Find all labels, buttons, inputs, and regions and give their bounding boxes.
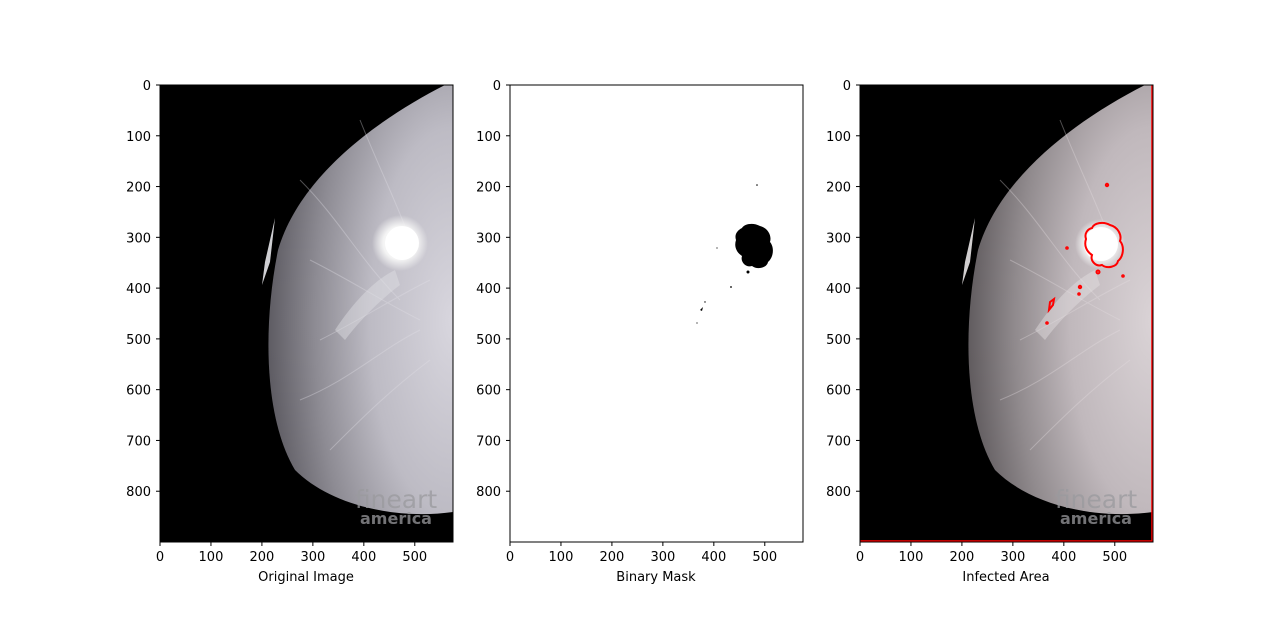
y-tick-label: 0 bbox=[843, 79, 851, 94]
x-axis: 0 100 200 300 400 500 bbox=[506, 542, 777, 565]
y-tick-label: 500 bbox=[476, 333, 501, 348]
x-axis: 0 100 200 300 400 500 bbox=[156, 542, 427, 565]
y-tick-label: 600 bbox=[126, 384, 151, 399]
x-tick-label: 400 bbox=[701, 550, 726, 565]
x-tick-label: 400 bbox=[1051, 550, 1076, 565]
y-tick-label: 700 bbox=[476, 434, 501, 449]
x-axis: 0 100 200 300 400 500 bbox=[856, 542, 1127, 565]
red-border-edge bbox=[860, 85, 1153, 542]
y-tick-label: 100 bbox=[126, 130, 151, 145]
y-tick-label: 300 bbox=[476, 231, 501, 246]
x-tick-label: 300 bbox=[300, 550, 325, 565]
y-tick-label: 200 bbox=[476, 181, 501, 196]
breast-tissue bbox=[268, 85, 453, 515]
y-tick-label: 0 bbox=[493, 79, 501, 94]
infected-area-image bbox=[860, 85, 1153, 542]
panel-infected-area: fineart america 0 100 200 300 400 500 600 700 80… bbox=[826, 79, 1154, 585]
x-tick-label: 300 bbox=[1000, 550, 1025, 565]
watermark-america: america bbox=[360, 509, 432, 528]
x-tick-label: 100 bbox=[199, 550, 224, 565]
y-tick-label: 500 bbox=[826, 333, 851, 348]
x-tick-label: 100 bbox=[549, 550, 574, 565]
x-axis-label: Infected Area bbox=[962, 570, 1049, 585]
y-tick-label: 600 bbox=[826, 384, 851, 399]
mass-contour bbox=[1084, 221, 1124, 269]
watermark-fineart: fineart bbox=[355, 485, 438, 514]
y-tick-label: 600 bbox=[476, 384, 501, 399]
y-tick-label: 400 bbox=[826, 282, 851, 297]
x-tick-label: 300 bbox=[650, 550, 675, 565]
x-tick-label: 500 bbox=[752, 550, 777, 565]
y-axis: 0 100 200 300 400 500 600 700 800 bbox=[126, 79, 160, 500]
x-tick-label: 200 bbox=[599, 550, 624, 565]
y-tick-label: 500 bbox=[126, 333, 151, 348]
y-tick-label: 800 bbox=[476, 485, 501, 500]
original-image bbox=[160, 85, 453, 542]
x-tick-label: 500 bbox=[402, 550, 427, 565]
mask-blob bbox=[735, 223, 773, 269]
panel-original-image: fineart america 0 100 200 300 400 500 600 700 80… bbox=[126, 79, 454, 585]
x-tick-label: 100 bbox=[899, 550, 924, 565]
y-tick-label: 800 bbox=[126, 485, 151, 500]
x-tick-label: 400 bbox=[351, 550, 376, 565]
y-tick-label: 200 bbox=[126, 181, 151, 196]
x-tick-label: 200 bbox=[949, 550, 974, 565]
watermark-america: america bbox=[1060, 509, 1132, 528]
y-tick-label: 0 bbox=[143, 79, 151, 94]
x-axis-label: Binary Mask bbox=[616, 570, 696, 585]
y-tick-label: 400 bbox=[476, 282, 501, 297]
y-tick-label: 800 bbox=[826, 485, 851, 500]
x-tick-label: 0 bbox=[506, 550, 514, 565]
y-axis: 0 100 200 300 400 500 600 700 800 bbox=[826, 79, 860, 500]
y-tick-label: 100 bbox=[476, 130, 501, 145]
y-tick-label: 700 bbox=[826, 434, 851, 449]
y-tick-label: 700 bbox=[126, 434, 151, 449]
x-tick-label: 0 bbox=[856, 550, 864, 565]
y-tick-label: 100 bbox=[826, 130, 851, 145]
y-tick-label: 300 bbox=[826, 231, 851, 246]
axes-frame bbox=[859, 84, 1154, 543]
y-axis: 0 100 200 300 400 500 600 700 800 bbox=[476, 79, 510, 500]
axes-frame bbox=[509, 84, 804, 543]
y-tick-label: 200 bbox=[826, 181, 851, 196]
x-tick-label: 200 bbox=[249, 550, 274, 565]
y-tick-label: 300 bbox=[126, 231, 151, 246]
x-tick-label: 0 bbox=[156, 550, 164, 565]
watermark-fineart: fineart bbox=[1055, 485, 1138, 514]
x-axis-label: Original Image bbox=[258, 570, 354, 585]
breast-tissue bbox=[968, 85, 1153, 515]
axes-frame bbox=[159, 84, 454, 543]
x-tick-label: 500 bbox=[1102, 550, 1127, 565]
panel-binary-mask: 0 100 200 300 400 500 600 700 800 0 100 200 300 400 5… bbox=[476, 79, 804, 585]
infected-contours bbox=[1045, 182, 1125, 325]
binary-mask-image bbox=[510, 85, 803, 542]
y-tick-label: 400 bbox=[126, 282, 151, 297]
